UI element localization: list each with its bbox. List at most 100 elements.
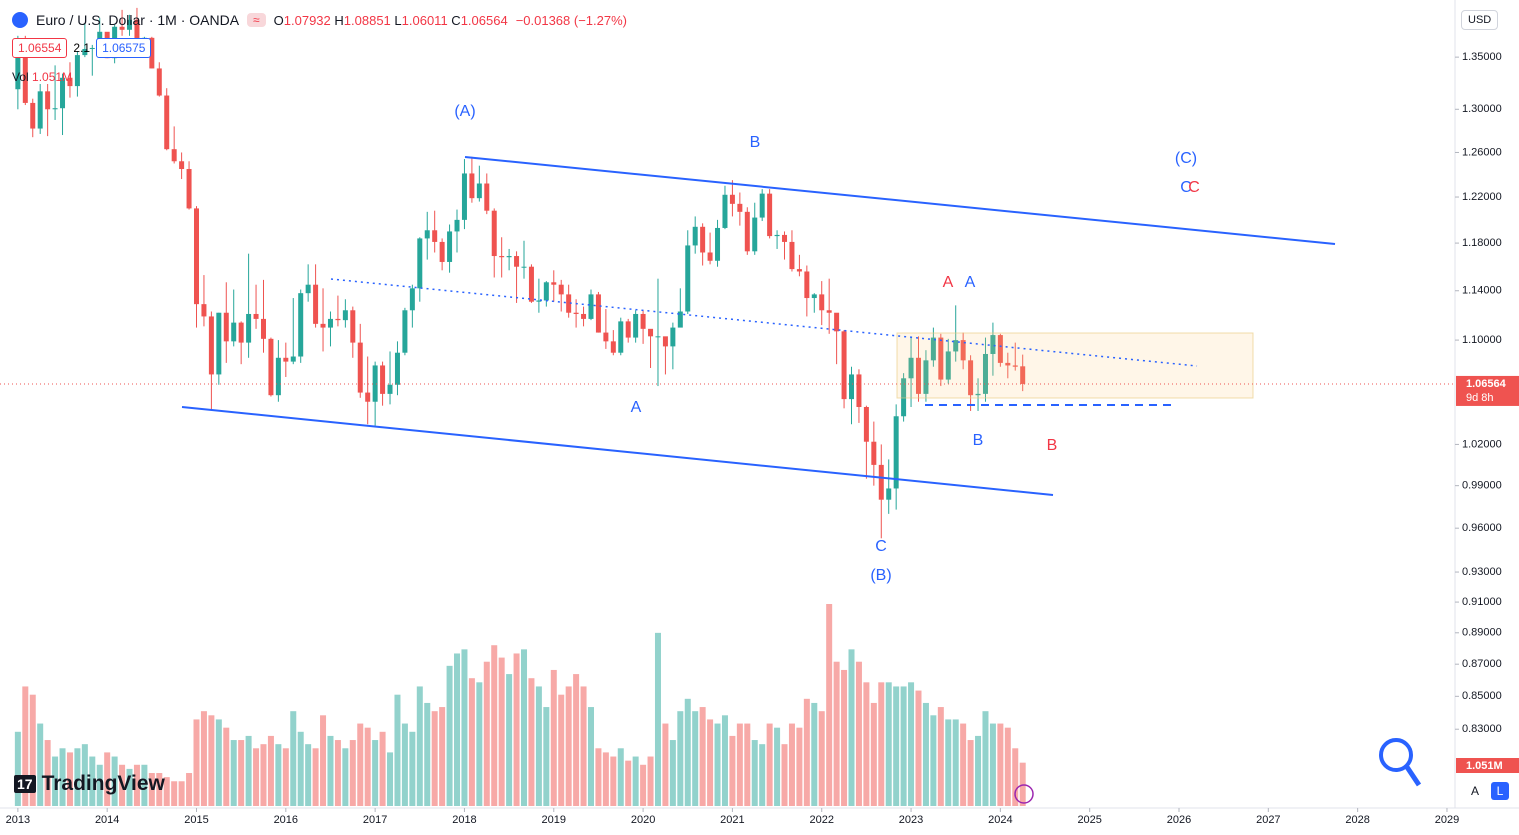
compare-pill[interactable]: ≈ (247, 13, 266, 27)
candle-body (387, 384, 393, 394)
y-tick-label: 0.96000 (1462, 522, 1502, 534)
bid[interactable]: 1.06554 (12, 38, 68, 58)
volume-bar (811, 702, 818, 806)
volume-bar (818, 711, 825, 806)
candle-body (394, 352, 400, 385)
volume-bar (74, 748, 81, 806)
volume-bar (513, 653, 520, 806)
brand-logo: 17 (14, 775, 36, 793)
ohlc-key: O (273, 12, 284, 28)
currency-button[interactable]: USD (1461, 10, 1499, 30)
volume-bar (282, 748, 289, 806)
candle-body (648, 328, 654, 337)
wave-label: B (1047, 437, 1058, 454)
volume-bar (989, 723, 996, 806)
volume-bar (297, 731, 304, 806)
candle-body (767, 193, 773, 237)
log-button[interactable]: L (1491, 782, 1509, 800)
candle-body (30, 102, 36, 129)
x-tick-label: 2027 (1256, 814, 1280, 826)
wave-label: A (943, 274, 954, 291)
candle-body (357, 342, 363, 393)
spread: 2.1 (73, 41, 91, 55)
volume-bar (759, 744, 766, 806)
candle-body (789, 241, 795, 270)
candle-body (491, 210, 497, 257)
candle-body (953, 340, 959, 352)
volume-bar (126, 768, 133, 806)
candle-body (633, 313, 639, 338)
candle-body (149, 37, 155, 69)
candle-body (871, 441, 877, 465)
candle-body (915, 357, 921, 394)
candle-body (164, 95, 170, 150)
candle-body (819, 294, 825, 311)
brand-name: TradingView (41, 772, 165, 795)
range-box (896, 332, 1254, 399)
volume-bar (253, 748, 260, 806)
candle-body (253, 313, 259, 319)
candle-body (603, 332, 609, 342)
volume-bar (275, 744, 282, 806)
y-tick-label: 1.30000 (1462, 103, 1502, 115)
channel-lower (181, 406, 1054, 496)
candle-body (692, 226, 698, 246)
candle-body (15, 49, 21, 90)
search-handle (1404, 765, 1422, 787)
volume-bar (89, 756, 96, 806)
volume-bar (625, 760, 632, 806)
candle-body (625, 321, 631, 338)
volume-bar (893, 686, 900, 806)
symbol-header: Euro / U.S. Dollar · 1M · OANDA ≈ O1.079… (12, 12, 627, 28)
x-tick-label: 2013 (6, 814, 30, 826)
volume-bar (997, 723, 1004, 806)
volume-bar (908, 682, 915, 806)
symbol[interactable]: Euro / U.S. Dollar · 1M · OANDA (36, 12, 240, 28)
last-price-label: 1.06564 (1466, 378, 1507, 390)
x-tick-label: 2026 (1167, 814, 1191, 826)
x-tick-label: 2014 (95, 814, 119, 826)
volume-bar (320, 715, 327, 806)
volume-bar (305, 744, 312, 806)
x-tick-label: 2017 (363, 814, 387, 826)
volume-legend: Vol 1.051M (12, 70, 72, 84)
y-tick-label: 1.18000 (1462, 237, 1502, 249)
volume-bar (468, 678, 475, 806)
last-volume-label: 1.051M (1466, 760, 1503, 772)
volume-bar (766, 723, 773, 806)
volume-bar (424, 702, 431, 806)
candle-body (536, 300, 542, 302)
volume-bar (230, 740, 237, 806)
auto-button[interactable]: A (1470, 784, 1479, 798)
candle-body (179, 161, 185, 170)
x-tick-label: 2028 (1345, 814, 1369, 826)
volume-bar (788, 723, 795, 806)
volume-bar (870, 702, 877, 806)
candle-body (335, 318, 341, 321)
ask[interactable]: 1.06575 (96, 38, 152, 58)
y-tick-label: 0.93000 (1462, 566, 1502, 578)
candle-body (268, 338, 274, 396)
candle-body (327, 318, 333, 328)
y-tick-label: 0.99000 (1462, 480, 1502, 492)
volume-bar (215, 719, 222, 806)
candle-body (968, 360, 974, 396)
volume-bar (781, 744, 788, 806)
candle-body (260, 318, 266, 339)
x-tick-label: 2022 (809, 814, 833, 826)
volume-bar (364, 727, 371, 806)
x-tick-label: 2029 (1435, 814, 1459, 826)
volume-bar (148, 773, 155, 806)
candle-body (566, 294, 572, 313)
candle-body (365, 392, 371, 402)
volume-bar (736, 723, 743, 806)
volume-bar (223, 727, 230, 806)
candle-body (372, 365, 378, 402)
candle-body (588, 294, 594, 319)
candle-body (439, 241, 445, 262)
volume-bar (573, 674, 580, 806)
wave-label: B (973, 432, 984, 449)
wave-label: C (875, 538, 887, 555)
